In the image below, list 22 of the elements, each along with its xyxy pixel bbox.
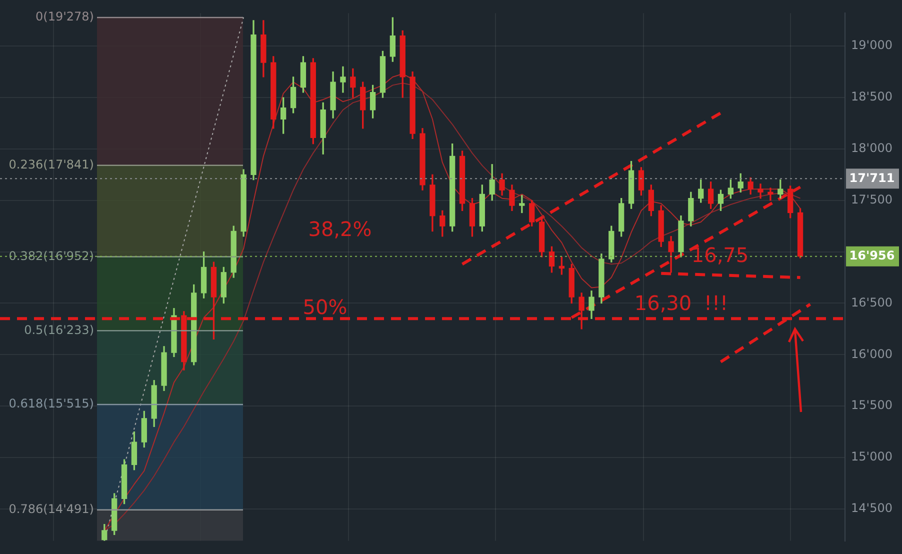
annotation: 16,75 (691, 243, 749, 268)
y-tick-label: 14'500 (851, 501, 892, 516)
band-label: 0.382(16'952) (8, 248, 94, 263)
band-label: 0.236(17'841) (8, 157, 94, 172)
y-tick-label: 16'000 (851, 346, 892, 361)
band-label: 0(19'278) (36, 10, 94, 24)
y-tick-label: 18'000 (851, 141, 892, 156)
annotation: 38,2% (308, 217, 372, 242)
band-label: 0.5(16'233) (24, 322, 94, 337)
y-tick-label: 16'500 (851, 295, 892, 310)
ref-line-label: 16'956 (849, 248, 895, 262)
y-tick-label: 17'500 (851, 192, 892, 207)
annotation: !!! (704, 291, 728, 316)
y-tick-label: 18'500 (851, 90, 892, 104)
annotation: 16,30 (634, 291, 692, 316)
band-label: 0.786(14'491) (8, 502, 94, 516)
ref-line-label: 17'711 (849, 170, 895, 185)
y-tick-label: 15'500 (851, 398, 892, 412)
band-label: 0.618(15'515) (8, 396, 94, 411)
y-tick-label: 15'000 (851, 450, 892, 464)
y-tick-label: 19'000 (851, 38, 892, 52)
annotation: 50% (302, 295, 348, 320)
